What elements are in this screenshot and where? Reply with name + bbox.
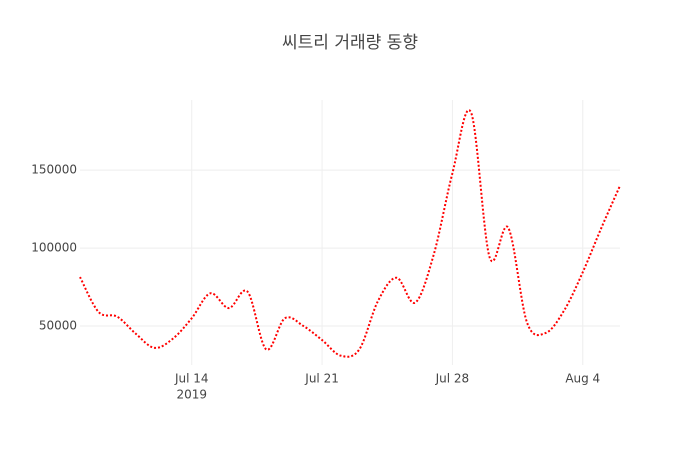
x-tick-label: Jul 28 bbox=[435, 372, 470, 386]
y-tick-label: 100000 bbox=[31, 241, 77, 255]
x-tick-label: Aug 4 bbox=[565, 372, 600, 386]
x-tick-label: Jul 21 bbox=[304, 372, 339, 386]
line bbox=[79, 109, 621, 358]
y-tick-label: 150000 bbox=[31, 163, 77, 177]
chart-title: 씨트리 거래량 동향 bbox=[282, 33, 418, 53]
y-tick-label: 50000 bbox=[39, 319, 77, 333]
x-tick-label: Jul 14 bbox=[174, 372, 209, 386]
x-year-label: 2019 bbox=[176, 388, 207, 402]
